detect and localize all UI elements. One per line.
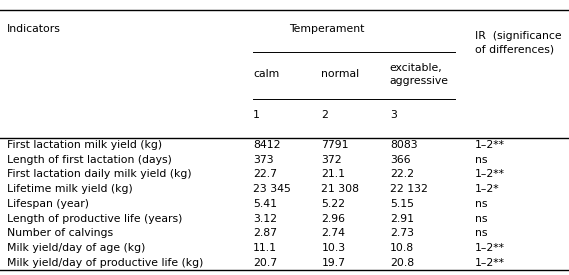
Text: 3: 3 xyxy=(390,111,397,120)
Text: Temperament: Temperament xyxy=(290,24,365,34)
Text: 19.7: 19.7 xyxy=(321,258,345,268)
Text: 23 345: 23 345 xyxy=(253,184,291,194)
Text: 2.96: 2.96 xyxy=(321,213,345,224)
Text: Milk yield/day of productive life (kg): Milk yield/day of productive life (kg) xyxy=(7,258,203,268)
Text: 8412: 8412 xyxy=(253,140,281,150)
Text: 2.91: 2.91 xyxy=(390,213,414,224)
Text: Lifespan (year): Lifespan (year) xyxy=(7,199,89,209)
Text: 2: 2 xyxy=(321,111,328,120)
Text: 2.73: 2.73 xyxy=(390,228,414,238)
Text: Number of calvings: Number of calvings xyxy=(7,228,113,238)
Text: 2.74: 2.74 xyxy=(321,228,345,238)
Text: 20.7: 20.7 xyxy=(253,258,277,268)
Text: 21 308: 21 308 xyxy=(321,184,360,194)
Text: excitable,
aggressive: excitable, aggressive xyxy=(390,63,449,86)
Text: Length of productive life (years): Length of productive life (years) xyxy=(7,213,182,224)
Text: 5.22: 5.22 xyxy=(321,199,345,209)
Text: ns: ns xyxy=(475,199,488,209)
Text: Indicators: Indicators xyxy=(7,24,61,34)
Text: 3.12: 3.12 xyxy=(253,213,277,224)
Text: ns: ns xyxy=(475,155,488,165)
Text: 11.1: 11.1 xyxy=(253,243,277,253)
Text: 2.87: 2.87 xyxy=(253,228,277,238)
Text: 1: 1 xyxy=(253,111,260,120)
Text: ns: ns xyxy=(475,213,488,224)
Text: Length of first lactation (days): Length of first lactation (days) xyxy=(7,155,172,165)
Text: 21.1: 21.1 xyxy=(321,169,345,179)
Text: 5.41: 5.41 xyxy=(253,199,277,209)
Text: First lactation milk yield (kg): First lactation milk yield (kg) xyxy=(7,140,162,150)
Text: 5.15: 5.15 xyxy=(390,199,414,209)
Text: First lactation daily milk yield (kg): First lactation daily milk yield (kg) xyxy=(7,169,191,179)
Text: 1–2**: 1–2** xyxy=(475,243,505,253)
Text: 1–2**: 1–2** xyxy=(475,169,505,179)
Text: 1–2**: 1–2** xyxy=(475,258,505,268)
Text: calm: calm xyxy=(253,69,279,79)
Text: Milk yield/day of age (kg): Milk yield/day of age (kg) xyxy=(7,243,145,253)
Text: 8083: 8083 xyxy=(390,140,418,150)
Text: 20.8: 20.8 xyxy=(390,258,414,268)
Text: 7791: 7791 xyxy=(321,140,349,150)
Text: 372: 372 xyxy=(321,155,342,165)
Text: 1–2**: 1–2** xyxy=(475,140,505,150)
Text: 22 132: 22 132 xyxy=(390,184,428,194)
Text: Lifetime milk yield (kg): Lifetime milk yield (kg) xyxy=(7,184,133,194)
Text: 10.3: 10.3 xyxy=(321,243,345,253)
Text: 373: 373 xyxy=(253,155,274,165)
Text: ns: ns xyxy=(475,228,488,238)
Text: 22.7: 22.7 xyxy=(253,169,277,179)
Text: 10.8: 10.8 xyxy=(390,243,414,253)
Text: 366: 366 xyxy=(390,155,410,165)
Text: IR  (significance
of differences): IR (significance of differences) xyxy=(475,31,562,55)
Text: normal: normal xyxy=(321,69,360,79)
Text: 22.2: 22.2 xyxy=(390,169,414,179)
Text: 1–2*: 1–2* xyxy=(475,184,500,194)
